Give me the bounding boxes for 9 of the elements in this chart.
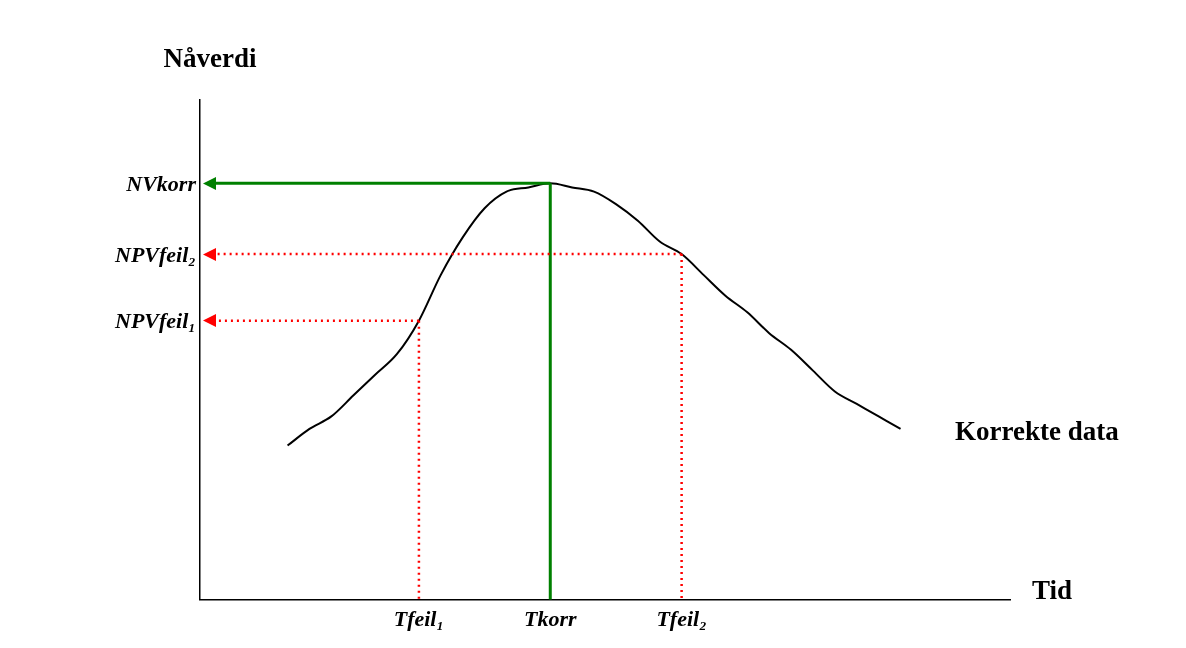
x-tick-label: Tkorr (523, 606, 577, 632)
ref-line-label: NPVfeil₁ (114, 308, 196, 334)
y-axis-title: Nåverdi (163, 42, 257, 73)
x-tick-label: Tfeil₁ (393, 606, 445, 632)
text: Korrekte data (955, 415, 1120, 446)
ref-line-label: NVkorr (125, 170, 197, 196)
x-axis-title: Tid (1032, 574, 1073, 605)
x-tick-label: Tfeil₂ (656, 606, 707, 632)
ref-line-label: NPVfeil₂ (114, 241, 196, 267)
